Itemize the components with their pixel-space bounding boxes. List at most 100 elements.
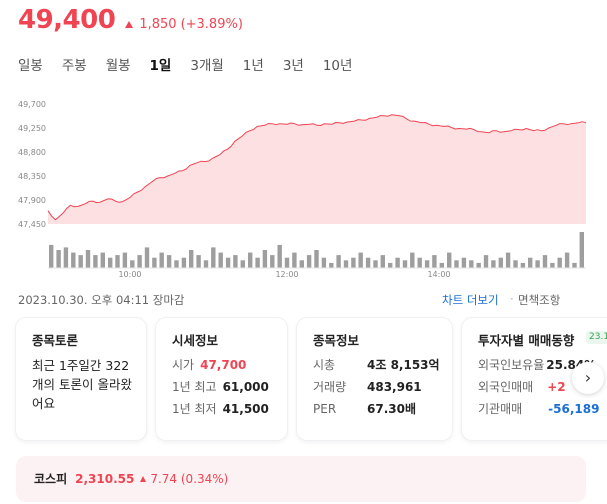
tab-daily[interactable]: 일봉 bbox=[18, 58, 43, 74]
tab-3month[interactable]: 3개월 bbox=[190, 58, 224, 74]
market-card[interactable]: 시세정보 시가 47,700 1년 최고 61,000 1년 최저 41,500 bbox=[156, 318, 287, 440]
investor-card[interactable]: 투자자별 매매동향 23.1 외국인보유율 25.84% 외국인매매 +2 기관매매… bbox=[462, 318, 607, 440]
volume-bar bbox=[152, 257, 157, 268]
chart-info-row: 2023.10.30. 오후 04:11 장마감 차트 더보기 · 면책조항 bbox=[18, 292, 607, 310]
change-percent: (+3.89%) bbox=[180, 17, 243, 32]
market-high-label: 1년 최고 bbox=[172, 380, 217, 394]
kospi-change-text: 7.74 (0.34%) bbox=[150, 471, 229, 486]
market-open-value: 47,700 bbox=[200, 358, 247, 372]
volume-bar bbox=[78, 255, 83, 268]
price-chart-svg: 49,700 49,250 48,800 48,350 47,900 47,450 10:… bbox=[18, 100, 587, 278]
volume-bar bbox=[528, 257, 533, 268]
x-tick-label: 14:00 bbox=[427, 270, 450, 278]
chart-more-link[interactable]: 차트 더보기 bbox=[442, 293, 499, 307]
disclaimer-link[interactable]: 면책조항 bbox=[518, 293, 561, 307]
volume-bar bbox=[255, 257, 260, 268]
volume-bar bbox=[550, 262, 555, 268]
volume-bar bbox=[439, 262, 444, 268]
marketcap-value: 4조 8,153억 bbox=[367, 358, 440, 372]
x-tick-label: 12:00 bbox=[275, 270, 298, 278]
volume-bar bbox=[299, 260, 304, 268]
tab-monthly[interactable]: 월봉 bbox=[105, 58, 131, 74]
volume-label: 거래량 bbox=[313, 380, 347, 394]
volume-bar bbox=[498, 257, 503, 268]
volume-bar bbox=[520, 262, 526, 268]
volume-bar bbox=[513, 260, 518, 268]
volume-bar bbox=[218, 252, 223, 268]
cards-next-button[interactable]: › bbox=[572, 362, 604, 394]
tab-10year[interactable]: 10년 bbox=[322, 58, 353, 74]
kospi-index-bar[interactable]: 코스피 2,310.55 7.74 (0.34%) bbox=[16, 456, 586, 502]
volume-bar bbox=[402, 260, 408, 268]
volume-bar bbox=[476, 262, 481, 268]
volume-bar bbox=[262, 250, 268, 268]
tab-1year[interactable]: 1년 bbox=[242, 58, 264, 74]
stock-card-title: 종목정보 bbox=[313, 333, 360, 348]
period-tabs: 일봉 주봉 월봉 1일 3개월 1년 3년 10년 bbox=[18, 56, 371, 76]
price-area bbox=[48, 114, 586, 224]
info-cards: 종목토론 최근 1주일간 322개의 토론이 올라왔어요 시세정보 시가 47,7… bbox=[16, 318, 607, 442]
volume-bar bbox=[144, 247, 150, 268]
volume-bar bbox=[174, 260, 179, 268]
volume-bar bbox=[137, 255, 142, 268]
stock-row-per: PER 67.30배 bbox=[313, 400, 416, 418]
volume-value: 483,961 bbox=[367, 380, 422, 394]
volume-bar bbox=[159, 252, 164, 268]
price-header: 49,400 1,850 (+3.89%) bbox=[18, 4, 243, 40]
investor-row-foreign-trade: 외국인매매 +2 bbox=[478, 378, 566, 396]
tab-1day[interactable]: 1일 bbox=[149, 58, 172, 74]
volume-bar bbox=[329, 262, 334, 268]
foreign-trade-label: 외국인매매 bbox=[478, 380, 534, 394]
volume-bar bbox=[277, 244, 282, 268]
volume-bar bbox=[196, 255, 201, 268]
volume-bar bbox=[248, 252, 253, 268]
volume-bar bbox=[572, 262, 577, 268]
investor-card-title: 투자자별 매매동향 bbox=[478, 333, 575, 348]
y-tick-label: 47,450 bbox=[18, 220, 46, 229]
volume-bar bbox=[564, 252, 570, 268]
stock-row-marketcap: 시총 4조 8,153억 bbox=[313, 356, 440, 374]
volume-bar bbox=[71, 252, 76, 268]
tab-3year[interactable]: 3년 bbox=[282, 58, 304, 74]
per-value: 67.30배 bbox=[367, 402, 416, 416]
volume-bar bbox=[130, 260, 135, 268]
volume-bar bbox=[225, 257, 231, 268]
volume-bar bbox=[380, 255, 385, 268]
volume-bar bbox=[424, 260, 430, 268]
volume-bar bbox=[284, 257, 290, 268]
investor-row-foreign-ratio: 외국인보유율 25.84% bbox=[478, 356, 596, 374]
market-row-open: 시가 47,700 bbox=[172, 356, 246, 374]
volume-bar bbox=[122, 252, 128, 268]
volume-bar bbox=[579, 232, 584, 268]
forum-card-text: 최근 1주일간 322개의 토론이 올라왔어요 bbox=[32, 358, 132, 411]
volume-bar bbox=[365, 257, 371, 268]
stock-row-volume: 거래량 483,961 bbox=[313, 378, 422, 396]
volume-bar bbox=[505, 252, 511, 268]
volume-bar bbox=[469, 260, 474, 268]
market-card-title: 시세정보 bbox=[172, 333, 219, 348]
kospi-change: 7.74 (0.34%) bbox=[140, 472, 228, 486]
current-price: 49,400 bbox=[18, 5, 116, 35]
volume-bar bbox=[240, 260, 245, 268]
volume-bar bbox=[181, 257, 187, 268]
kospi-name: 코스피 bbox=[34, 472, 68, 486]
stock-info-card[interactable]: 종목정보 시총 4조 8,153억 거래량 483,961 PER 67.30배 bbox=[297, 318, 452, 440]
volume-bar bbox=[447, 252, 452, 268]
volume-bar bbox=[166, 255, 172, 268]
institution-value: -56,189 bbox=[548, 402, 600, 416]
volume-bar bbox=[336, 255, 341, 268]
intraday-chart[interactable]: 49,700 49,250 48,800 48,350 47,900 47,450 10:… bbox=[0, 92, 607, 278]
volume-bar bbox=[410, 252, 415, 268]
volume-bar bbox=[373, 260, 378, 268]
y-tick-label: 49,700 bbox=[18, 100, 46, 109]
institution-label: 기관매매 bbox=[478, 402, 523, 416]
volume-bar bbox=[56, 250, 61, 268]
forum-card-title: 종목토론 bbox=[32, 333, 79, 348]
volume-bar bbox=[211, 247, 216, 268]
volume-bar bbox=[557, 257, 562, 268]
market-high-value: 61,000 bbox=[222, 380, 269, 394]
volume-bar bbox=[432, 255, 437, 268]
tab-weekly[interactable]: 주봉 bbox=[61, 58, 87, 74]
volume-bar bbox=[115, 255, 120, 268]
forum-card[interactable]: 종목토론 최근 1주일간 322개의 토론이 올라왔어요 bbox=[16, 318, 146, 440]
